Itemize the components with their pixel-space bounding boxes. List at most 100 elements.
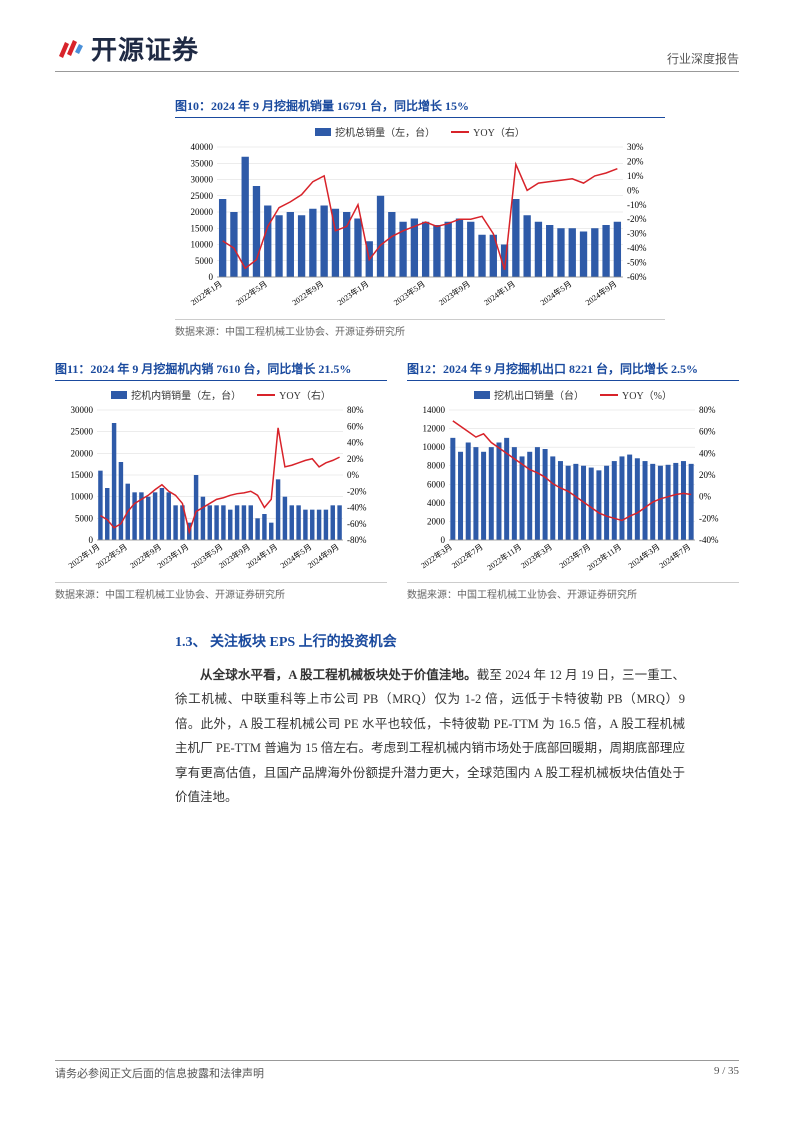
svg-text:2024年5月: 2024年5月	[538, 278, 573, 307]
figure-10: 图10：2024 年 9 月挖掘机销量 16791 台，同比增长 15% 挖机总…	[175, 97, 665, 338]
svg-text:10%: 10%	[627, 171, 644, 181]
svg-text:2023年11月: 2023年11月	[585, 541, 623, 572]
svg-text:-20%: -20%	[347, 486, 367, 496]
svg-text:2022年5月: 2022年5月	[94, 541, 129, 570]
svg-text:80%: 80%	[699, 405, 716, 415]
svg-text:-80%: -80%	[347, 535, 367, 545]
svg-text:60%: 60%	[347, 421, 364, 431]
svg-text:14000: 14000	[423, 405, 446, 415]
legend-line-label: YOY（%）	[622, 387, 672, 402]
figure-10-source: 数据来源：中国工程机械工业协会、开源证券研究所	[175, 319, 665, 338]
figure-11: 图11：2024 年 9 月挖掘机内销 7610 台，同比增长 21.5% 挖机…	[55, 360, 387, 601]
svg-text:0: 0	[209, 272, 214, 282]
footer-page-number: 9 / 35	[714, 1065, 739, 1081]
svg-text:35000: 35000	[191, 158, 214, 168]
legend-line-label: YOY（右）	[473, 124, 525, 139]
svg-text:2024年1月: 2024年1月	[244, 541, 279, 570]
svg-text:2022年5月: 2022年5月	[234, 278, 269, 307]
figure-11-legend: 挖机内销销量（左，台） YOY（右）	[55, 387, 387, 402]
page-header: 开源证券 行业深度报告	[55, 30, 739, 72]
svg-text:2022年7月: 2022年7月	[450, 541, 485, 570]
svg-text:30000: 30000	[191, 175, 214, 185]
figure-10-legend: 挖机总销量（左，台） YOY（右）	[175, 124, 665, 139]
svg-text:-40%: -40%	[699, 535, 719, 545]
svg-text:20%: 20%	[347, 454, 364, 464]
figure-12-title: 图12：2024 年 9 月挖掘机出口 8221 台，同比增长 2.5%	[407, 360, 739, 381]
figure-10-chart: 0 5000 10000 15000 20000 25000 30000 35000 40000…	[175, 141, 665, 311]
legend-bar-label: 挖机出口销量（台）	[494, 387, 584, 402]
svg-text:0: 0	[89, 535, 94, 545]
svg-text:-20%: -20%	[699, 513, 719, 523]
figure-11-source: 数据来源：中国工程机械工业协会、开源证券研究所	[55, 582, 387, 601]
svg-text:25000: 25000	[191, 191, 214, 201]
svg-text:4000: 4000	[427, 498, 446, 508]
svg-text:60%: 60%	[699, 427, 716, 437]
svg-text:2023年1月: 2023年1月	[155, 541, 190, 570]
svg-text:2024年9月: 2024年9月	[583, 278, 618, 307]
svg-text:10000: 10000	[71, 492, 94, 502]
figure-12-chart: 0 2000 4000 6000 8000 10000 12000 14000 -40% -20%…	[407, 404, 737, 574]
svg-text:20%: 20%	[699, 470, 716, 480]
svg-text:2022年1月: 2022年1月	[189, 278, 224, 307]
svg-text:-30%: -30%	[627, 229, 647, 239]
section-body: 从全球水平看，A 股工程机械板块处于价值洼地。截至 2024 年 12 月 19…	[175, 663, 685, 809]
legend-bar-label: 挖机内销销量（左，台）	[131, 387, 241, 402]
figure-11-chart: 0 5000 10000 15000 20000 25000 30000 -80% -60% -4…	[55, 404, 385, 574]
legend-line-label: YOY（右）	[279, 387, 331, 402]
svg-text:40%: 40%	[699, 448, 716, 458]
svg-text:0%: 0%	[699, 492, 712, 502]
svg-text:2024年7月: 2024年7月	[657, 541, 692, 570]
logo: 开源证券	[55, 30, 199, 67]
svg-text:2022年9月: 2022年9月	[290, 278, 325, 307]
figure-12: 图12：2024 年 9 月挖掘机出口 8221 台，同比增长 2.5% 挖机出…	[407, 360, 739, 601]
svg-text:30000: 30000	[71, 405, 94, 415]
svg-text:40%: 40%	[347, 438, 364, 448]
svg-text:20000: 20000	[191, 207, 214, 217]
svg-text:5000: 5000	[75, 513, 94, 523]
svg-text:10000: 10000	[423, 442, 446, 452]
figure-11-title: 图11：2024 年 9 月挖掘机内销 7610 台，同比增长 21.5%	[55, 360, 387, 381]
svg-text:40000: 40000	[191, 142, 214, 152]
svg-text:0%: 0%	[627, 185, 640, 195]
svg-text:2023年5月: 2023年5月	[392, 278, 427, 307]
svg-text:0: 0	[441, 535, 446, 545]
svg-text:0%: 0%	[347, 470, 360, 480]
svg-text:2022年11月: 2022年11月	[485, 541, 523, 572]
document-type: 行业深度报告	[667, 50, 739, 67]
svg-text:2000: 2000	[427, 516, 446, 526]
svg-text:10000: 10000	[191, 240, 214, 250]
svg-text:2023年9月: 2023年9月	[437, 278, 472, 307]
section-title: 1.3、 关注板块 EPS 上行的投资机会	[175, 631, 685, 651]
svg-text:2023年1月: 2023年1月	[335, 278, 370, 307]
svg-text:-20%: -20%	[627, 214, 647, 224]
logo-text: 开源证券	[91, 30, 199, 67]
svg-text:2024年9月: 2024年9月	[306, 541, 341, 570]
svg-text:-10%: -10%	[627, 200, 647, 210]
footer-disclaimer: 请务必参阅正文后面的信息披露和法律声明	[55, 1065, 264, 1081]
svg-text:6000: 6000	[427, 479, 446, 489]
page-footer: 请务必参阅正文后面的信息披露和法律声明 9 / 35	[55, 1060, 739, 1081]
svg-text:12000: 12000	[423, 424, 446, 434]
figure-10-title: 图10：2024 年 9 月挖掘机销量 16791 台，同比增长 15%	[175, 97, 665, 118]
svg-text:8000: 8000	[427, 461, 446, 471]
svg-text:-40%: -40%	[347, 503, 367, 513]
svg-text:25000: 25000	[71, 427, 94, 437]
svg-text:-50%: -50%	[627, 258, 647, 268]
svg-text:80%: 80%	[347, 405, 364, 415]
figure-12-source: 数据来源：中国工程机械工业协会、开源证券研究所	[407, 582, 739, 601]
section-1-3: 1.3、 关注板块 EPS 上行的投资机会 从全球水平看，A 股工程机械板块处于…	[175, 631, 685, 809]
logo-icon	[55, 34, 85, 64]
svg-text:2024年1月: 2024年1月	[482, 278, 517, 307]
svg-text:15000: 15000	[191, 223, 214, 233]
svg-text:15000: 15000	[71, 470, 94, 480]
svg-text:-60%: -60%	[347, 519, 367, 529]
svg-text:2022年3月: 2022年3月	[419, 541, 454, 570]
svg-text:2023年3月: 2023年3月	[519, 541, 554, 570]
figure-12-legend: 挖机出口销量（台） YOY（%）	[407, 387, 739, 402]
figure-row: 图11：2024 年 9 月挖掘机内销 7610 台，同比增长 21.5% 挖机…	[55, 360, 739, 601]
svg-text:20000: 20000	[71, 448, 94, 458]
svg-text:-40%: -40%	[627, 243, 647, 253]
svg-text:2024年3月: 2024年3月	[626, 541, 661, 570]
svg-text:5000: 5000	[195, 256, 214, 266]
legend-bar-label: 挖机总销量（左，台）	[335, 124, 435, 139]
